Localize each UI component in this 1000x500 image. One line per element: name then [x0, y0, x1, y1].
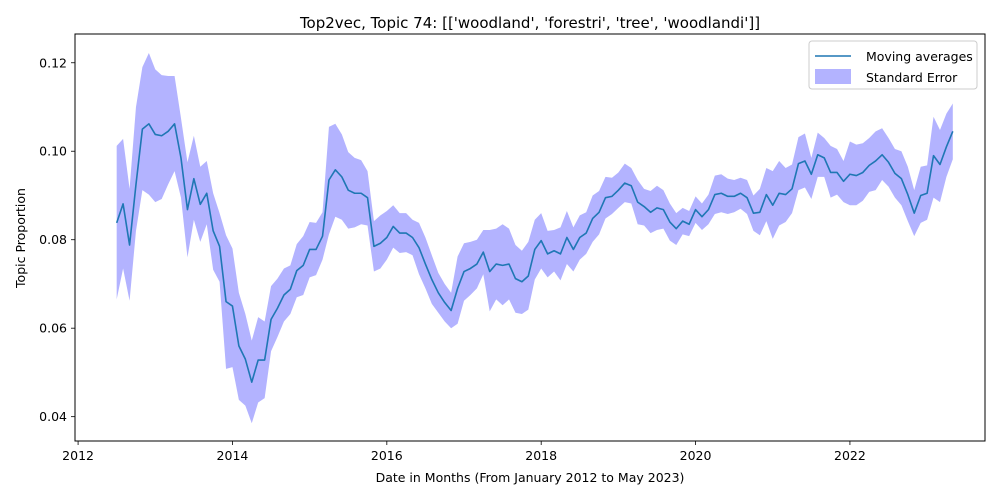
y-axis-label: Topic Proportion — [13, 188, 28, 289]
y-tick-label: 0.10 — [39, 144, 67, 159]
x-tick-label: 2020 — [680, 448, 712, 463]
legend-label-standard-error: Standard Error — [866, 70, 958, 85]
y-tick-label: 0.08 — [39, 232, 67, 247]
x-tick-label: 2022 — [834, 448, 866, 463]
standard-error-band — [116, 53, 953, 424]
y-tick-label: 0.12 — [39, 55, 67, 70]
y-axis-ticks: 0.04 0.06 0.08 0.10 0.12 — [39, 55, 75, 424]
x-axis-ticks: 2012 2014 2016 2018 2020 2022 — [62, 441, 866, 463]
x-tick-label: 2018 — [525, 448, 557, 463]
x-tick-label: 2016 — [371, 448, 403, 463]
standard-error-band-layer — [116, 53, 953, 424]
plot-frame — [74, 33, 986, 442]
moving-average-line — [115, 123, 954, 383]
legend: Moving averages Standard Error — [808, 40, 978, 90]
legend-band-swatch — [815, 69, 851, 84]
chart-title: Top2vec, Topic 74: [['woodland', 'forest… — [299, 14, 760, 32]
y-tick-label: 0.06 — [39, 321, 67, 336]
legend-label-moving-averages: Moving averages — [866, 49, 973, 64]
x-tick-label: 2012 — [62, 448, 94, 463]
y-tick-label: 0.04 — [39, 409, 67, 424]
moving-average-line-layer — [115, 123, 954, 383]
x-tick-label: 2014 — [217, 448, 249, 463]
x-axis-label: Date in Months (From January 2012 to May… — [376, 470, 685, 485]
